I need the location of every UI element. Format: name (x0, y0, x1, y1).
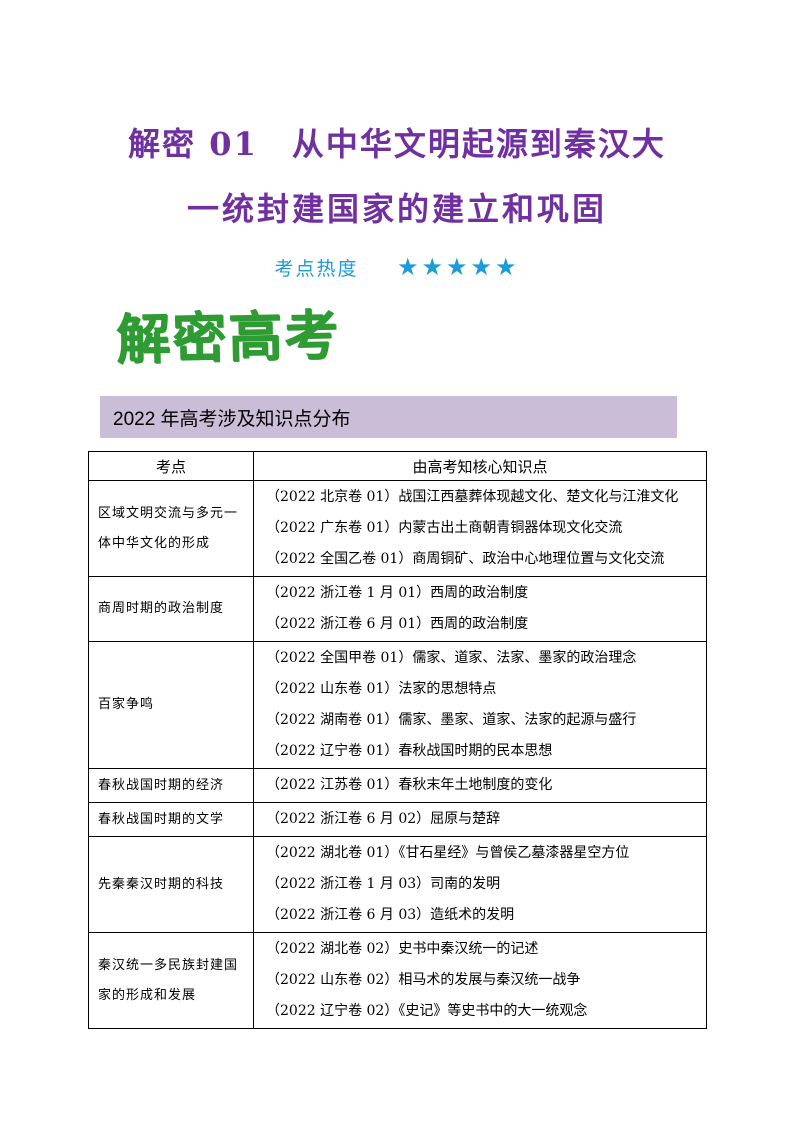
title-line-2: 一统封建国家的建立和巩固 (186, 190, 607, 228)
topic-cell: 先秦秦汉时期的科技 (88, 836, 254, 933)
knowledge-item: （2022 辽宁卷 01）春秋战国时期的民本思想 (266, 743, 553, 759)
table-row: 春秋战国时期的经济 （2022 江苏卷 01）春秋末年土地制度的变化 (88, 768, 707, 803)
knowledge-item: （2022 江苏卷 01）春秋末年土地制度的变化 (266, 777, 553, 793)
exam-table-body: 区域文明交流与多元一体中华文化的形成 （2022 北京卷 01）战国江西墓葬体现越… (88, 480, 707, 1029)
knowledge-items-cell: （2022 湖北卷 01）《甘石星经》与曾侯乙墓漆器星空方位 （2022 浙江卷 … (253, 836, 707, 933)
topic-cell: 春秋战国时期的经济 (88, 768, 254, 803)
table-row: 商周时期的政治制度 （2022 浙江卷 1 月 01）西周的政治制度 （2022 浙… (88, 576, 707, 642)
knowledge-item: （2022 浙江卷 1 月 01）西周的政治制度 (266, 585, 529, 601)
star-rating-icons: ★★★★★ (396, 254, 520, 281)
banner-text: 2022 年高考涉及知识点分布 (113, 408, 351, 430)
table-row: 秦汉统一多民族封建国家的形成和发展 （2022 湖北卷 02）史书中秦汉统一的记述… (88, 932, 707, 1029)
knowledge-item: （2022 全国甲卷 01）儒家、道家、法家、墨家的政治理念 (266, 650, 637, 666)
column-header-knowledge: 由高考知核心知识点 (253, 451, 707, 481)
topic-cell: 百家争鸣 (88, 641, 254, 769)
topic-cell: 春秋战国时期的文学 (88, 802, 254, 837)
topic-cell: 区域文明交流与多元一体中华文化的形成 (88, 480, 254, 577)
knowledge-item: （2022 辽宁卷 02）《史记》等史书中的大一统观念 (266, 1003, 588, 1019)
knowledge-items-cell: （2022 北京卷 01）战国江西墓葬体现越文化、楚文化与江淮文化 （2022 广… (253, 480, 707, 577)
topic-cell: 商周时期的政治制度 (88, 576, 254, 642)
knowledge-item: （2022 北京卷 01）战国江西墓葬体现越文化、楚文化与江淮文化 (266, 489, 679, 505)
table-header-row: 考点 由高考知核心知识点 (88, 451, 707, 481)
exam-distribution-table: 考点 由高考知核心知识点 区域文明交流与多元一体中华文化的形成 （2022 北京卷… (88, 451, 707, 1029)
knowledge-items-cell: （2022 浙江卷 6 月 02）屈原与楚辞 (253, 802, 707, 837)
knowledge-items-cell: （2022 江苏卷 01）春秋末年土地制度的变化 (253, 768, 707, 803)
table-row: 先秦秦汉时期的科技 （2022 湖北卷 01）《甘石星经》与曾侯乙墓漆器星空方位（… (88, 836, 707, 933)
knowledge-item: （2022 浙江卷 6 月 03）造纸术的发明 (266, 907, 515, 923)
knowledge-item: （2022 湖北卷 01）《甘石星经》与曾侯乙墓漆器星空方位 (266, 845, 630, 861)
knowledge-item: （2022 湖北卷 02）史书中秦汉统一的记述 (266, 941, 539, 957)
knowledge-items-cell: （2022 湖北卷 02）史书中秦汉统一的记述 （2022 山东卷 02）相马术的… (253, 932, 707, 1029)
knowledge-item: （2022 广东卷 01）内蒙古出土商朝青铜器体现文化交流 (266, 520, 623, 536)
heat-row: 考点热度 ★★★★★ (0, 253, 794, 281)
knowledge-item: （2022 浙江卷 6 月 02）屈原与楚辞 (266, 811, 501, 827)
knowledge-item: （2022 浙江卷 6 月 01）西周的政治制度 (266, 616, 529, 632)
knowledge-items-cell: （2022 浙江卷 1 月 01）西周的政治制度 （2022 浙江卷 6 月 01… (253, 576, 707, 642)
section-banner: 2022 年高考涉及知识点分布 (100, 396, 677, 438)
title-line-1: 解密 01 从中华文明起源到秦汉大 (128, 125, 666, 163)
section-logo: 解密高考 (115, 302, 341, 372)
document-title: 解密 01 从中华文明起源到秦汉大 一统封建国家的建立和巩固 (0, 126, 794, 228)
column-header-topic: 考点 (88, 451, 254, 481)
table-row: 百家争鸣 （2022 全国甲卷 01）儒家、道家、法家、墨家的政治理念 （2022 … (88, 641, 707, 769)
table-row: 春秋战国时期的文学 （2022 浙江卷 6 月 02）屈原与楚辞 (88, 802, 707, 837)
table-row: 区域文明交流与多元一体中华文化的形成 （2022 北京卷 01）战国江西墓葬体现越… (88, 480, 707, 577)
knowledge-items-cell: （2022 全国甲卷 01）儒家、道家、法家、墨家的政治理念 （2022 山东卷 … (253, 641, 707, 769)
knowledge-item: （2022 山东卷 01）法家的思想特点 (266, 681, 497, 697)
heat-label: 考点热度 (274, 259, 359, 280)
topic-cell: 秦汉统一多民族封建国家的形成和发展 (88, 932, 254, 1029)
knowledge-item: （2022 湖南卷 01）儒家、墨家、道家、法家的起源与盛行 (266, 712, 637, 728)
knowledge-item: （2022 全国乙卷 01）商周铜矿、政治中心地理位置与文化交流 (266, 551, 665, 567)
knowledge-item: （2022 山东卷 02）相马术的发展与秦汉统一战争 (266, 972, 581, 988)
knowledge-item: （2022 浙江卷 1 月 03）司南的发明 (266, 876, 501, 892)
